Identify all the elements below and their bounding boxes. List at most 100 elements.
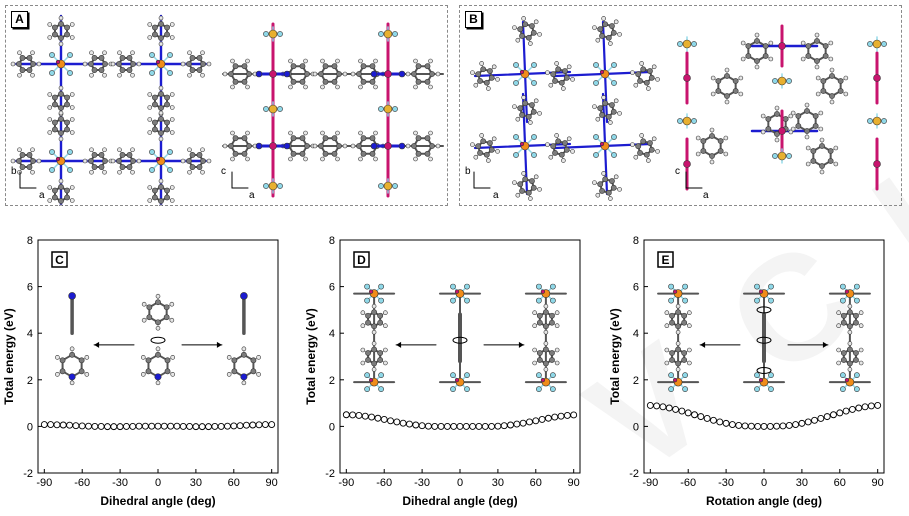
hydrogen-atom bbox=[130, 169, 135, 175]
fluorine-atom bbox=[513, 152, 519, 158]
carbon-atom bbox=[819, 143, 825, 149]
data-point bbox=[817, 415, 825, 422]
carbon-atom bbox=[599, 33, 605, 39]
fluorine-atom bbox=[535, 372, 542, 379]
fluorine-atom bbox=[49, 52, 55, 58]
carbon-atom bbox=[299, 63, 306, 70]
fluorine-atom bbox=[450, 386, 456, 393]
hydrogen-atom bbox=[833, 161, 839, 167]
carbon-atom bbox=[530, 108, 537, 115]
y-axis-label: Total energy (eV) bbox=[2, 308, 16, 404]
hydrogen-atom bbox=[200, 169, 205, 175]
hydrogen-atom bbox=[69, 117, 75, 122]
carbon-atom bbox=[331, 78, 338, 85]
carbon-atom bbox=[189, 67, 196, 73]
rotation-marker bbox=[150, 336, 166, 344]
data-point bbox=[728, 421, 736, 428]
sulfur-atom bbox=[872, 116, 882, 126]
fluorine-atom bbox=[149, 167, 155, 173]
fluorine-atom bbox=[513, 62, 519, 68]
metal-atom bbox=[384, 142, 392, 150]
hydrogen-atom bbox=[515, 192, 521, 198]
carbon-atom bbox=[158, 184, 164, 190]
carbon-atom bbox=[331, 135, 338, 142]
x-tick-label: -60 bbox=[74, 477, 90, 489]
carbon-atom bbox=[635, 71, 642, 78]
carbon-atom bbox=[152, 126, 158, 133]
fluorine-atom bbox=[392, 183, 398, 189]
hydrogen-atom bbox=[69, 130, 75, 135]
hydrogen-atom bbox=[55, 372, 60, 377]
hydrogen-atom bbox=[102, 169, 107, 175]
hydrogen-atom bbox=[147, 105, 153, 110]
hydrogen-atom bbox=[335, 130, 340, 136]
fluorine-atom bbox=[786, 78, 792, 84]
hydrogen-atom bbox=[548, 154, 554, 160]
x-axis-label: Rotation angle (deg) bbox=[706, 494, 822, 508]
hydrogen-atom bbox=[350, 71, 356, 77]
x-tick-label: -60 bbox=[376, 477, 392, 489]
sulfur-atom bbox=[682, 116, 692, 126]
hydrogen-atom bbox=[521, 95, 526, 100]
hydrogen-atom bbox=[710, 75, 716, 81]
inset-molecules bbox=[657, 283, 871, 393]
hydrogen-atom bbox=[788, 129, 794, 135]
hydrogen-atom bbox=[222, 143, 228, 149]
fluorine-atom bbox=[364, 283, 371, 290]
hydrogen-atom bbox=[768, 40, 774, 46]
carbon-atom bbox=[637, 150, 643, 156]
carbon-atom bbox=[164, 194, 170, 201]
data-point bbox=[842, 407, 850, 415]
carbon-atom bbox=[812, 123, 819, 129]
hydrogen-atom bbox=[630, 70, 635, 75]
carbon-atom bbox=[158, 91, 164, 97]
data-point bbox=[469, 422, 477, 430]
carbon-atom bbox=[64, 94, 70, 101]
hydrogen-atom bbox=[158, 15, 164, 21]
carbon-atom bbox=[609, 23, 615, 29]
panel-b-structure-ab bbox=[470, 16, 660, 201]
carbon-atom bbox=[186, 158, 192, 164]
hydrogen-atom bbox=[140, 355, 146, 360]
fluorine-atom bbox=[263, 106, 269, 112]
data-point bbox=[437, 422, 445, 430]
data-point bbox=[532, 417, 540, 425]
hydrogen-atom bbox=[512, 180, 517, 185]
carbon-atom bbox=[415, 135, 422, 142]
panel-tag-box bbox=[353, 251, 370, 268]
x-axis-label: Dihedral angle (deg) bbox=[402, 494, 517, 508]
hydrogen-atom bbox=[130, 147, 135, 153]
hydrogen-atom bbox=[774, 137, 780, 143]
x-tick-label: 90 bbox=[872, 477, 884, 489]
hydrogen-atom bbox=[470, 70, 475, 75]
hydrogen-atom bbox=[47, 117, 53, 122]
carbon-atom bbox=[610, 29, 617, 36]
carbon-atom bbox=[669, 357, 675, 363]
data-point bbox=[399, 419, 407, 427]
data-point bbox=[443, 422, 451, 430]
chart-d: -90 -60 -30 0 30 60 90 -2 0 2 4 6 8 Dihedral angle (d… bbox=[304, 235, 581, 508]
metal-atom bbox=[873, 160, 881, 168]
carbon-atom bbox=[52, 31, 58, 38]
fluorine-atom bbox=[67, 70, 73, 76]
hydrogen-atom bbox=[829, 67, 835, 73]
carbon-atom bbox=[597, 26, 604, 33]
fluorine-atom bbox=[593, 80, 599, 86]
carbon-atom bbox=[477, 78, 483, 84]
inset-arrowhead bbox=[94, 341, 100, 348]
carbon-atom bbox=[529, 102, 535, 108]
carbon-atom bbox=[542, 309, 549, 316]
hydrogen-atom bbox=[790, 126, 796, 132]
hydrogen-atom bbox=[320, 130, 325, 136]
fluorine-atom bbox=[881, 41, 887, 47]
carbon-atom bbox=[637, 78, 643, 84]
carbon-atom bbox=[126, 164, 133, 170]
fluorine-atom bbox=[531, 134, 537, 140]
hydrogen-atom bbox=[245, 58, 250, 64]
carbon-atom bbox=[116, 158, 122, 164]
hydrogen-atom bbox=[768, 56, 774, 62]
carbon-atom bbox=[19, 164, 26, 170]
hydrogen-atom bbox=[528, 196, 533, 201]
fluorine-atom bbox=[839, 283, 846, 290]
carbon-atom bbox=[765, 126, 772, 132]
